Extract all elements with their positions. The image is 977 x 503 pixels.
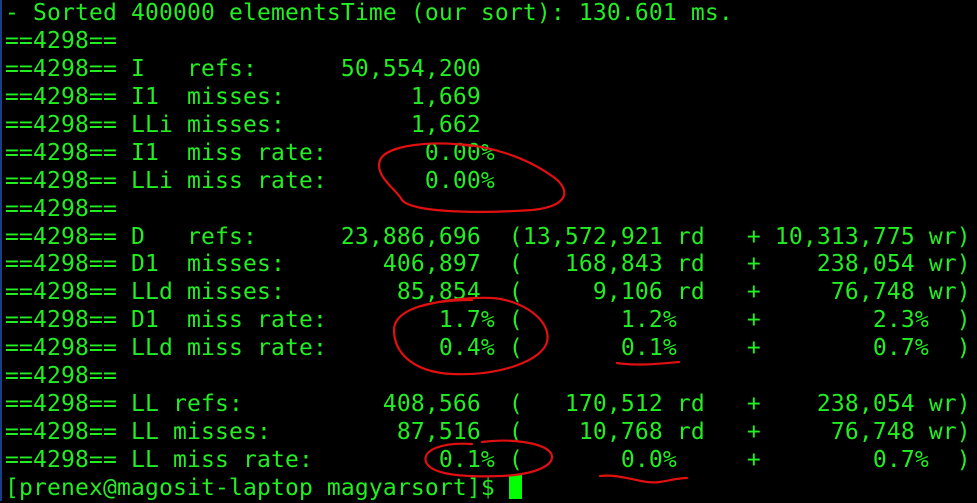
output-line: ==4298== LL miss rate: 0.1% ( 0.0% + 0.7…: [5, 447, 971, 473]
output-line: ==4298==: [5, 195, 117, 222]
shell-prompt: [prenex@magosit-laptop magyarsort]$: [5, 474, 509, 501]
output-line: ==4298== D refs: 23,886,696 (13,572,921 …: [5, 223, 971, 250]
terminal-output: - Sorted 400000 elementsTime (our sort):…: [5, 0, 971, 503]
output-line: ==4298== LLi misses: 1,662: [5, 111, 481, 138]
text-cursor: [508, 474, 522, 499]
output-line: ==4298== I1 misses: 1,669: [5, 83, 481, 110]
output-line: ==4298==: [5, 27, 117, 54]
output-line: ==4298== I refs: 50,554,200: [5, 55, 481, 82]
output-line: - Sorted 400000 elementsTime (our sort):…: [5, 0, 733, 26]
output-line: ==4298== LLi miss rate: 0.00%: [5, 167, 495, 194]
output-line: ==4298==: [5, 363, 117, 390]
output-line: ==4298== LL misses: 87,516 ( 10,768 rd +…: [5, 419, 971, 446]
output-line: ==4298== D1 miss rate: 1.7% ( 1.2% + 2.3…: [5, 307, 971, 334]
output-line: ==4298== D1 misses: 406,897 ( 168,843 rd…: [5, 251, 971, 278]
output-line: ==4298== LLd misses: 85,854 ( 9,106 rd +…: [5, 279, 971, 306]
output-line: ==4298== LL refs: 408,566 ( 170,512 rd +…: [5, 391, 971, 418]
output-line: ==4298== LLd miss rate: 0.4% ( 0.1% + 0.…: [5, 335, 971, 362]
output-line: ==4298== I1 miss rate: 0.00%: [5, 139, 495, 166]
prompt-line[interactable]: [prenex@magosit-laptop magyarsort]$: [5, 474, 971, 503]
